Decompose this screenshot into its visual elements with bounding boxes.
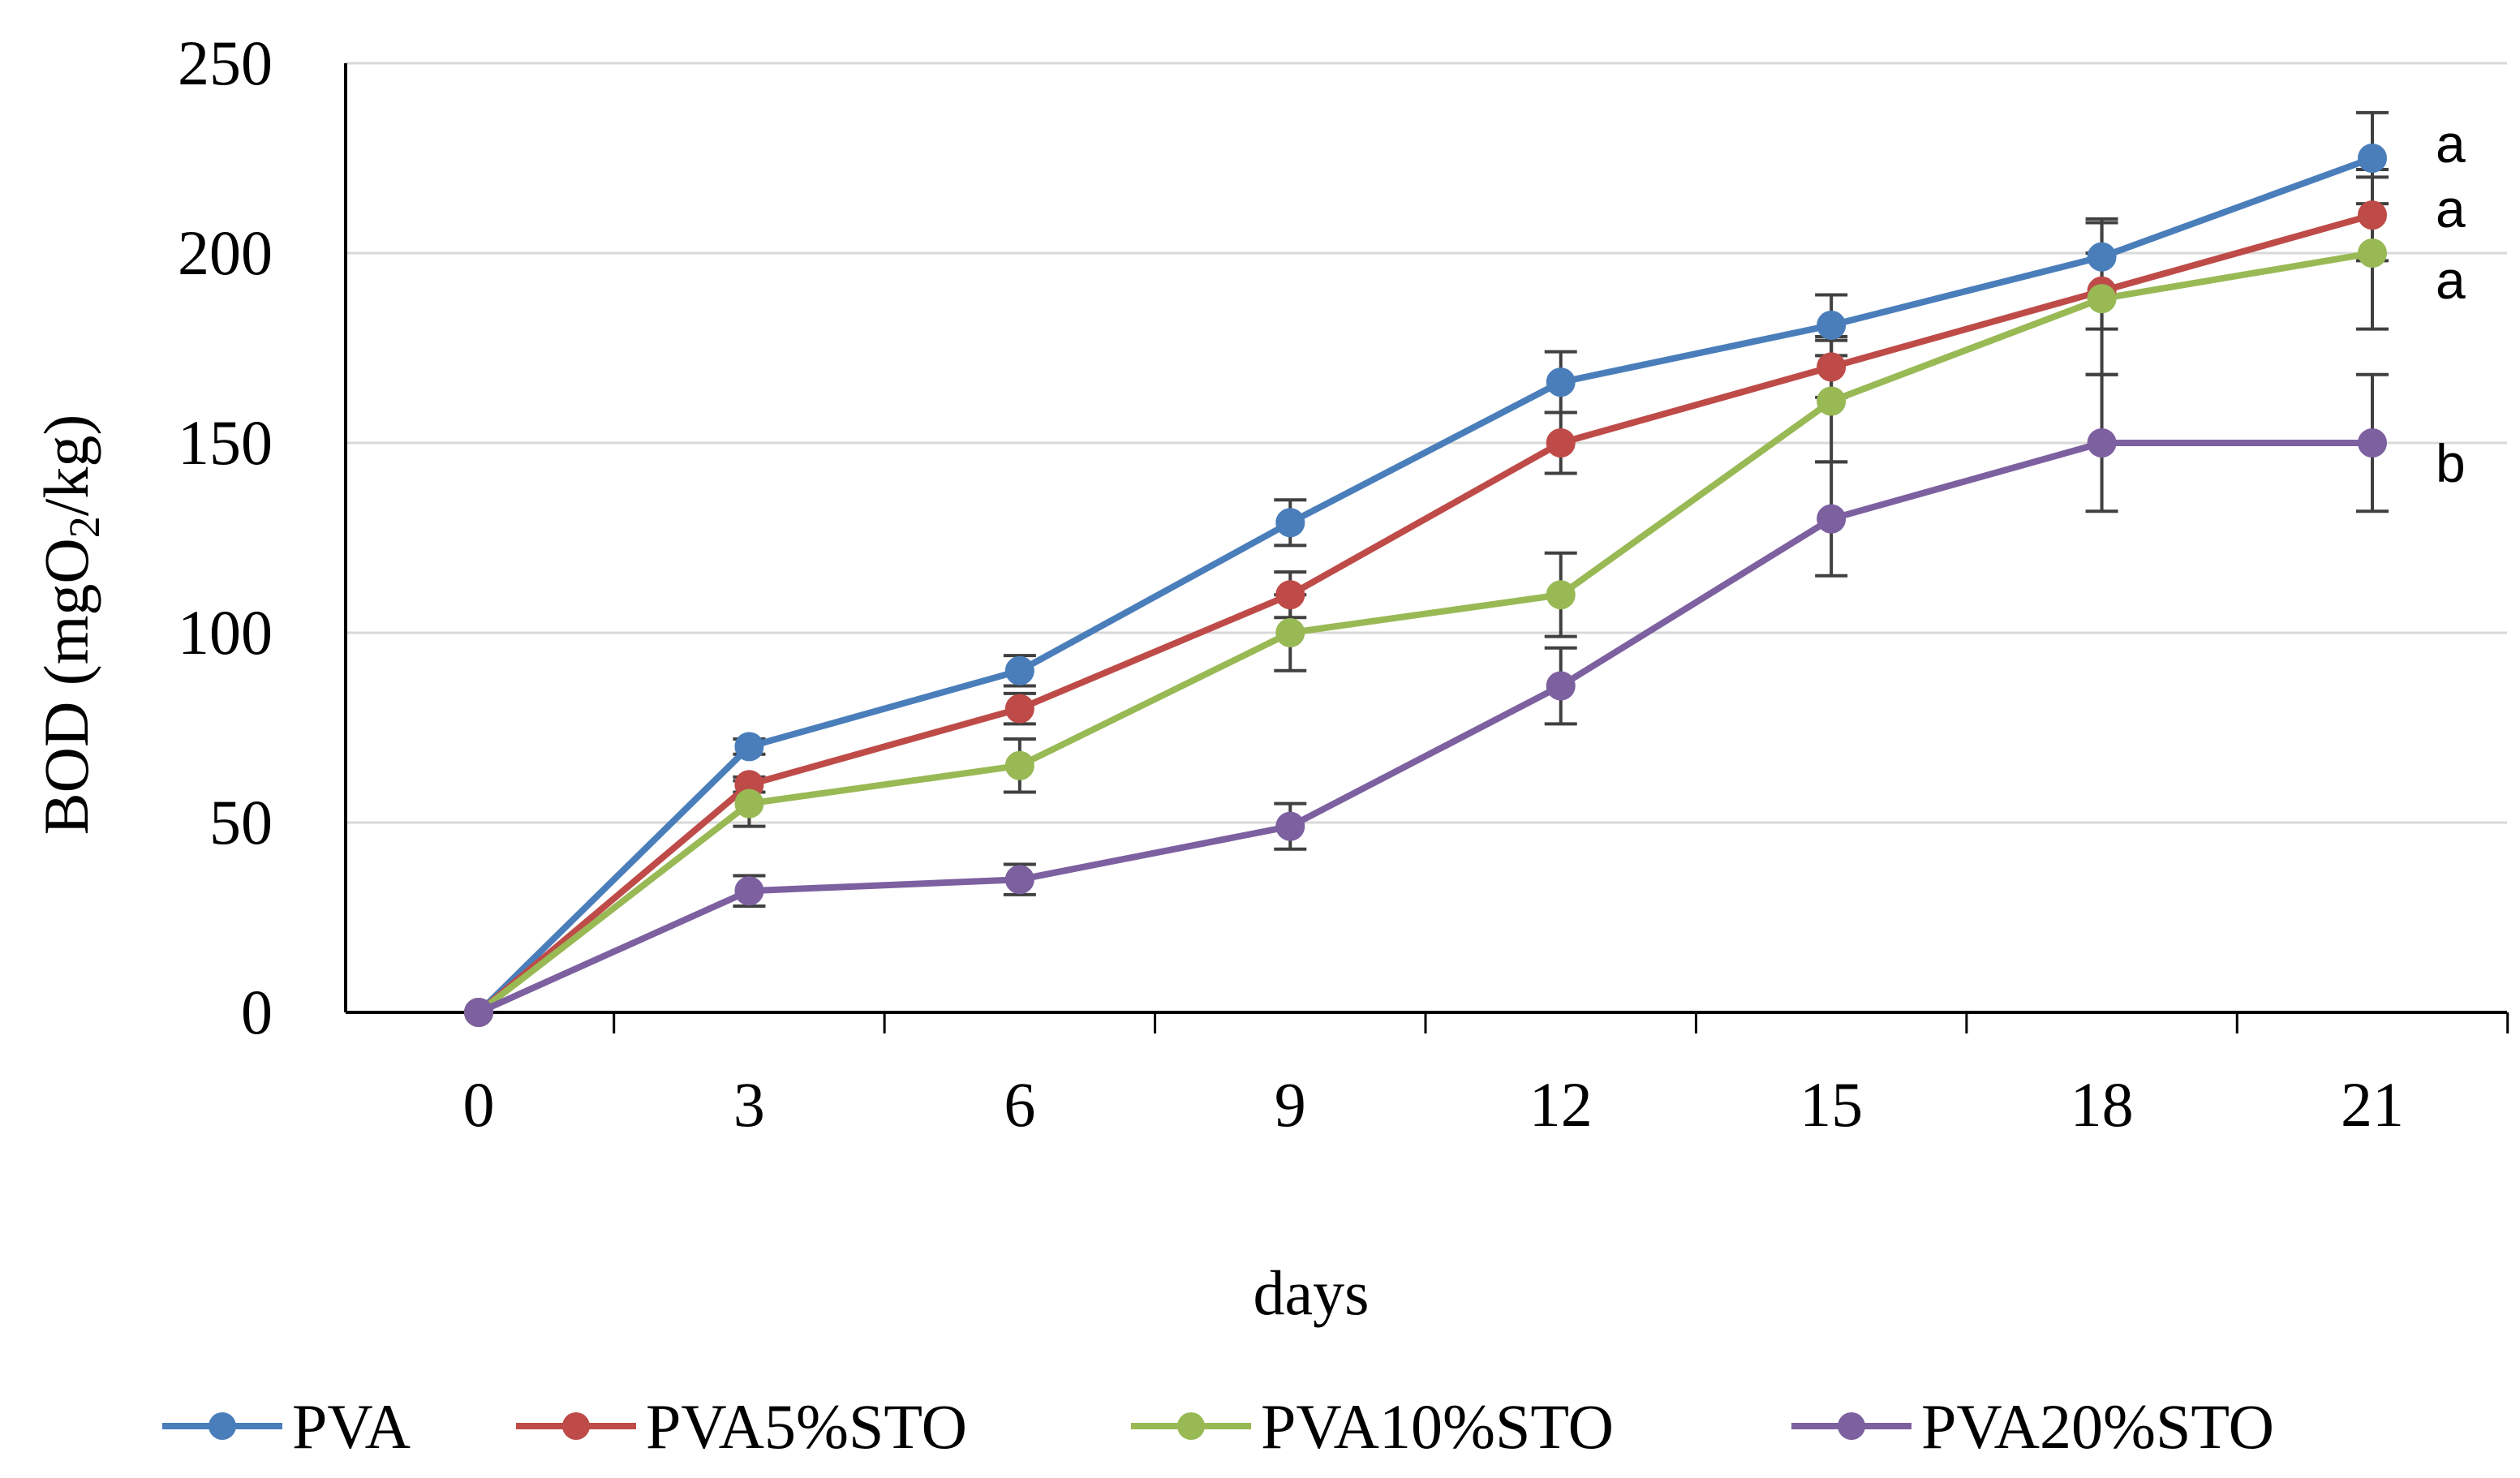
data-point-pva10-sto (2358, 238, 2387, 268)
data-point-pva10-sto (1546, 580, 1576, 610)
significance-letter: b (2436, 433, 2466, 493)
series-lines (476, 155, 2374, 1016)
x-axis-title: days (1254, 1257, 1370, 1328)
x-tick-label: 3 (733, 1069, 765, 1140)
data-point-pva20-sto (2087, 428, 2117, 458)
data-point-pva (1817, 310, 1847, 340)
x-tick-label: 6 (1004, 1069, 1035, 1140)
significance-letter: a (2436, 178, 2466, 238)
legend: PVA PVA5%STO PVA10%STO PVA20%STO (162, 1391, 2274, 1462)
data-point-pva20-sto (734, 876, 764, 906)
data-point-pva10-sto (1275, 618, 1305, 647)
y-tick-label: 200 (178, 217, 273, 288)
y-axis-title-prefix: BOD (mgO (31, 538, 101, 835)
series-line-pva10-sto (476, 250, 2373, 1016)
x-tick-label: 9 (1275, 1069, 1306, 1140)
legend-swatch-marker-pva (209, 1412, 236, 1440)
legend-label-pva5-sto: PVA5%STO (646, 1391, 967, 1462)
data-point-pva (1546, 367, 1576, 397)
data-point-pva5-sto (2358, 200, 2387, 230)
data-point-pva10-sto (1817, 386, 1847, 416)
data-point-pva20-sto (1275, 811, 1305, 841)
data-point-pva20-sto (2358, 428, 2387, 458)
y-tick-label: 150 (178, 407, 273, 478)
y-axis-title-suffix: /kg) (31, 415, 101, 517)
data-point-pva5-sto (1004, 694, 1034, 724)
y-tick-label: 0 (241, 977, 273, 1047)
data-point-pva (1275, 508, 1305, 538)
y-axis-title: BOD (mgO2/kg) (31, 415, 109, 836)
legend-label-pva: PVA (292, 1391, 411, 1462)
legend-swatch-marker-pva20-sto (1838, 1412, 1865, 1440)
y-tick-label: 250 (178, 28, 273, 98)
series-line-pva (476, 155, 2374, 1015)
data-point-pva (2087, 242, 2117, 272)
data-point-pva5-sto (1546, 428, 1576, 458)
legend-label-pva10-sto: PVA10%STO (1261, 1391, 1614, 1462)
y-tick-label: 100 (178, 597, 273, 668)
data-point-pva10-sto (2087, 284, 2117, 314)
x-tick-label: 21 (2341, 1069, 2404, 1140)
y-tick-label: 50 (209, 787, 273, 857)
data-point-pva10-sto (1004, 750, 1034, 780)
error-bars (733, 110, 2389, 908)
x-tick-label: 12 (1529, 1069, 1593, 1140)
tick-labels: 0 50 100 150 200 250 0 3 6 9 12 15 18 21 (178, 28, 2404, 1140)
data-point-pva20-sto (1546, 671, 1576, 701)
series-points (464, 144, 2387, 1027)
legend-swatch-marker-pva10-sto (1177, 1412, 1205, 1440)
data-point-pva5-sto (1275, 580, 1305, 610)
data-point-pva20-sto (1817, 504, 1847, 534)
x-tick-label: 15 (1800, 1069, 1863, 1140)
data-point-pva5-sto (1817, 352, 1847, 382)
y-axis-title-subscript: 2 (60, 516, 109, 538)
grid-layer (346, 62, 2507, 824)
x-tick-label: 0 (463, 1069, 495, 1140)
significance-letter: a (2436, 114, 2466, 174)
data-point-pva10-sto (734, 788, 764, 818)
data-point-pva (734, 732, 764, 762)
series-line-pva20-sto (477, 440, 2372, 1016)
legend-swatch-marker-pva5-sto (562, 1412, 590, 1440)
data-point-pva20-sto (464, 998, 493, 1027)
x-tick-label: 18 (2071, 1069, 2134, 1140)
legend-label-pva20-sto: PVA20%STO (1921, 1391, 2274, 1462)
data-point-pva (2358, 144, 2387, 173)
axis-layer (344, 63, 2509, 1033)
data-point-pva (1004, 655, 1034, 685)
data-point-pva20-sto (1004, 865, 1034, 895)
significance-letter: a (2436, 250, 2466, 310)
series-line-pva5-sto (476, 212, 2374, 1016)
